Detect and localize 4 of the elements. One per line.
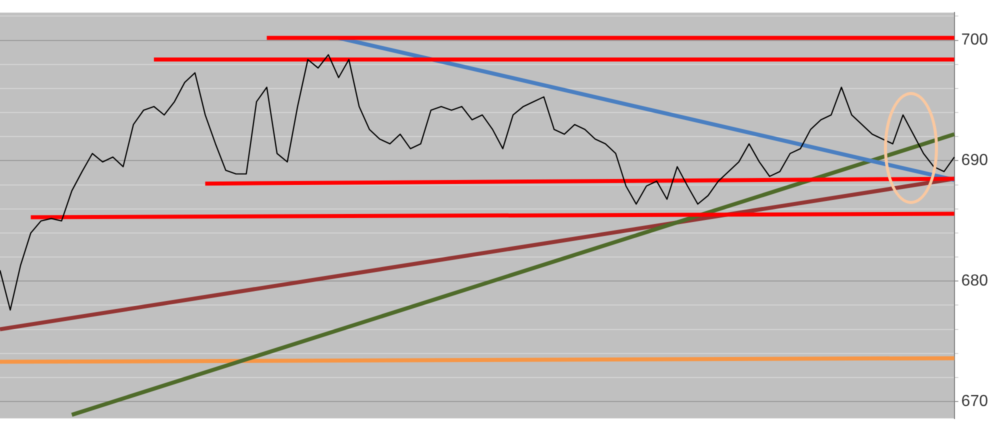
y-tick-label: 670 bbox=[961, 392, 988, 410]
y-tick-label: 700 bbox=[961, 32, 988, 49]
y-tick-label: 680 bbox=[961, 272, 988, 290]
y-tick-label: 690 bbox=[961, 152, 988, 170]
